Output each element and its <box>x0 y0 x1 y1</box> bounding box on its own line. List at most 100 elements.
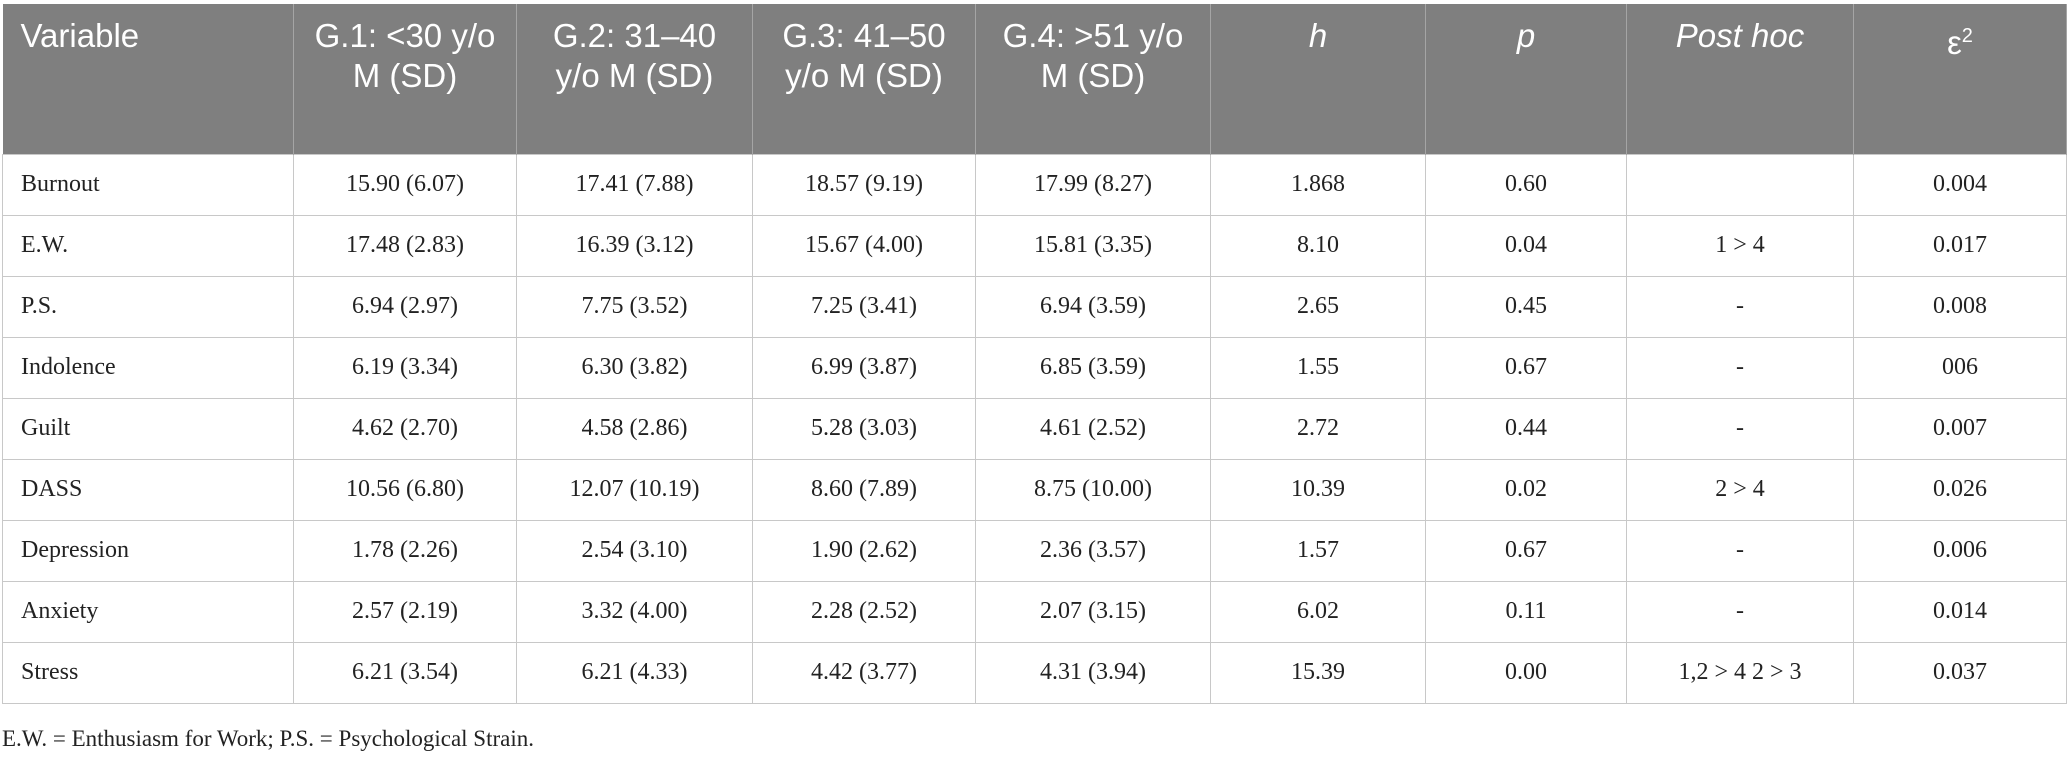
row-label: P.S. <box>2 275 294 338</box>
table-cell: 6.94 (3.59) <box>975 275 1211 338</box>
table-cell: 6.99 (3.87) <box>752 336 976 399</box>
table-cell: 0.004 <box>1853 153 2067 216</box>
table-cell: 1.868 <box>1210 153 1426 216</box>
table-row: E.W. 17.48 (2.83) 16.39 (3.12) 15.67 (4.00)… <box>2 214 2067 277</box>
table-cell: 1.57 <box>1210 519 1426 582</box>
table-row: Guilt 4.62 (2.70) 4.58 (2.86) 5.28 (3.03) 4.… <box>2 397 2067 460</box>
table-cell: 8.60 (7.89) <box>752 458 976 521</box>
table-cell: 4.61 (2.52) <box>975 397 1211 460</box>
table-row: Burnout 15.90 (6.07) 17.41 (7.88) 18.57 (9.… <box>2 153 2067 216</box>
row-label: Stress <box>2 641 294 704</box>
table-cell: 0.014 <box>1853 580 2067 643</box>
table-cell: - <box>1626 580 1854 643</box>
table-cell: 5.28 (3.03) <box>752 397 976 460</box>
table-cell: 6.21 (4.33) <box>516 641 753 704</box>
table-row: Indolence 6.19 (3.34) 6.30 (3.82) 6.99 (3.8… <box>2 336 2067 399</box>
row-label: Indolence <box>2 336 294 399</box>
header-cell: ε2 <box>1853 4 2067 154</box>
table-cell: 4.31 (3.94) <box>975 641 1211 704</box>
table-cell: 2.72 <box>1210 397 1426 460</box>
row-label: Depression <box>2 519 294 582</box>
table-cell: 0.02 <box>1425 458 1627 521</box>
table-cell: 1 > 4 <box>1626 214 1854 277</box>
header-superscript: 2 <box>1961 25 1973 47</box>
table-cell: 1,2 > 4 2 > 3 <box>1626 641 1854 704</box>
table-cell: 10.39 <box>1210 458 1426 521</box>
table-cell: 3.32 (4.00) <box>516 580 753 643</box>
table-cell: 2.57 (2.19) <box>293 580 517 643</box>
table-cell <box>1626 153 1854 216</box>
table-cell: 17.99 (8.27) <box>975 153 1211 216</box>
header-cell: G.3: 41–50 y/o M (SD) <box>752 4 976 154</box>
table-cell: 15.39 <box>1210 641 1426 704</box>
table-cell: 6.21 (3.54) <box>293 641 517 704</box>
table-row: P.S. 6.94 (2.97) 7.75 (3.52) 7.25 (3.41) 6.9… <box>2 275 2067 338</box>
table-cell: 15.81 (3.35) <box>975 214 1211 277</box>
table-cell: 17.48 (2.83) <box>293 214 517 277</box>
table-cell: 0.60 <box>1425 153 1627 216</box>
table-cell: 0.026 <box>1853 458 2067 521</box>
table-cell: 6.94 (2.97) <box>293 275 517 338</box>
table-cell: 0.04 <box>1425 214 1627 277</box>
table-cell: - <box>1626 397 1854 460</box>
table-body: Burnout 15.90 (6.07) 17.41 (7.88) 18.57 (9.… <box>2 153 2067 704</box>
table-cell: 18.57 (9.19) <box>752 153 976 216</box>
table-row: Depression 1.78 (2.26) 2.54 (3.10) 1.90 (2.… <box>2 519 2067 582</box>
table-cell: 6.02 <box>1210 580 1426 643</box>
header-cell: G.2: 31–40 y/o M (SD) <box>516 4 753 154</box>
row-label: DASS <box>2 458 294 521</box>
table-cell: 0.67 <box>1425 336 1627 399</box>
table-row: DASS 10.56 (6.80) 12.07 (10.19) 8.60 (7.89)… <box>2 458 2067 521</box>
table-cell: 16.39 (3.12) <box>516 214 753 277</box>
header-cell: Variable <box>2 4 294 154</box>
table-cell: 6.85 (3.59) <box>975 336 1211 399</box>
table-cell: 0.67 <box>1425 519 1627 582</box>
row-label: E.W. <box>2 214 294 277</box>
table-cell: 6.19 (3.34) <box>293 336 517 399</box>
table-cell: 2.54 (3.10) <box>516 519 753 582</box>
table-cell: 8.10 <box>1210 214 1426 277</box>
header-cell: G.1: <30 y/o M (SD) <box>293 4 517 154</box>
table-cell: 15.67 (4.00) <box>752 214 976 277</box>
table-cell: 2.36 (3.57) <box>975 519 1211 582</box>
table-cell: 0.00 <box>1425 641 1627 704</box>
table-cell: - <box>1626 336 1854 399</box>
row-label: Guilt <box>2 397 294 460</box>
data-table: Variable G.1: <30 y/o M (SD) G.2: 31–40 y/… <box>2 4 2067 704</box>
table-cell: 2.28 (2.52) <box>752 580 976 643</box>
table-cell: 0.11 <box>1425 580 1627 643</box>
table-cell: 7.25 (3.41) <box>752 275 976 338</box>
table-cell: 1.55 <box>1210 336 1426 399</box>
table-cell: 7.75 (3.52) <box>516 275 753 338</box>
table-cell: 0.44 <box>1425 397 1627 460</box>
table-cell: 2.07 (3.15) <box>975 580 1211 643</box>
table-cell: 17.41 (7.88) <box>516 153 753 216</box>
table-cell: 4.62 (2.70) <box>293 397 517 460</box>
row-label: Anxiety <box>2 580 294 643</box>
table-cell: 0.006 <box>1853 519 2067 582</box>
table-cell: 0.008 <box>1853 275 2067 338</box>
header-row: Variable G.1: <30 y/o M (SD) G.2: 31–40 y/… <box>2 4 2067 154</box>
header-cell: p <box>1425 4 1627 154</box>
table-cell: 12.07 (10.19) <box>516 458 753 521</box>
table-cell: 10.56 (6.80) <box>293 458 517 521</box>
table-cell: 2.65 <box>1210 275 1426 338</box>
table-row: Anxiety 2.57 (2.19) 3.32 (4.00) 2.28 (2.52)… <box>2 580 2067 643</box>
table-cell: 8.75 (10.00) <box>975 458 1211 521</box>
table-cell: 1.90 (2.62) <box>752 519 976 582</box>
table-cell: 0.017 <box>1853 214 2067 277</box>
header-cell: Post hoc <box>1626 4 1854 154</box>
table-cell: 1.78 (2.26) <box>293 519 517 582</box>
table-cell: 006 <box>1853 336 2067 399</box>
table-cell: 6.30 (3.82) <box>516 336 753 399</box>
table-cell: 4.42 (3.77) <box>752 641 976 704</box>
table-cell: - <box>1626 275 1854 338</box>
table-cell: 0.037 <box>1853 641 2067 704</box>
table-cell: 4.58 (2.86) <box>516 397 753 460</box>
header-symbol: ε <box>1947 24 1962 61</box>
table-cell: 0.007 <box>1853 397 2067 460</box>
table-row: Stress 6.21 (3.54) 6.21 (4.33) 4.42 (3.77) 4… <box>2 641 2067 704</box>
header-cell: h <box>1210 4 1426 154</box>
table-cell: - <box>1626 519 1854 582</box>
